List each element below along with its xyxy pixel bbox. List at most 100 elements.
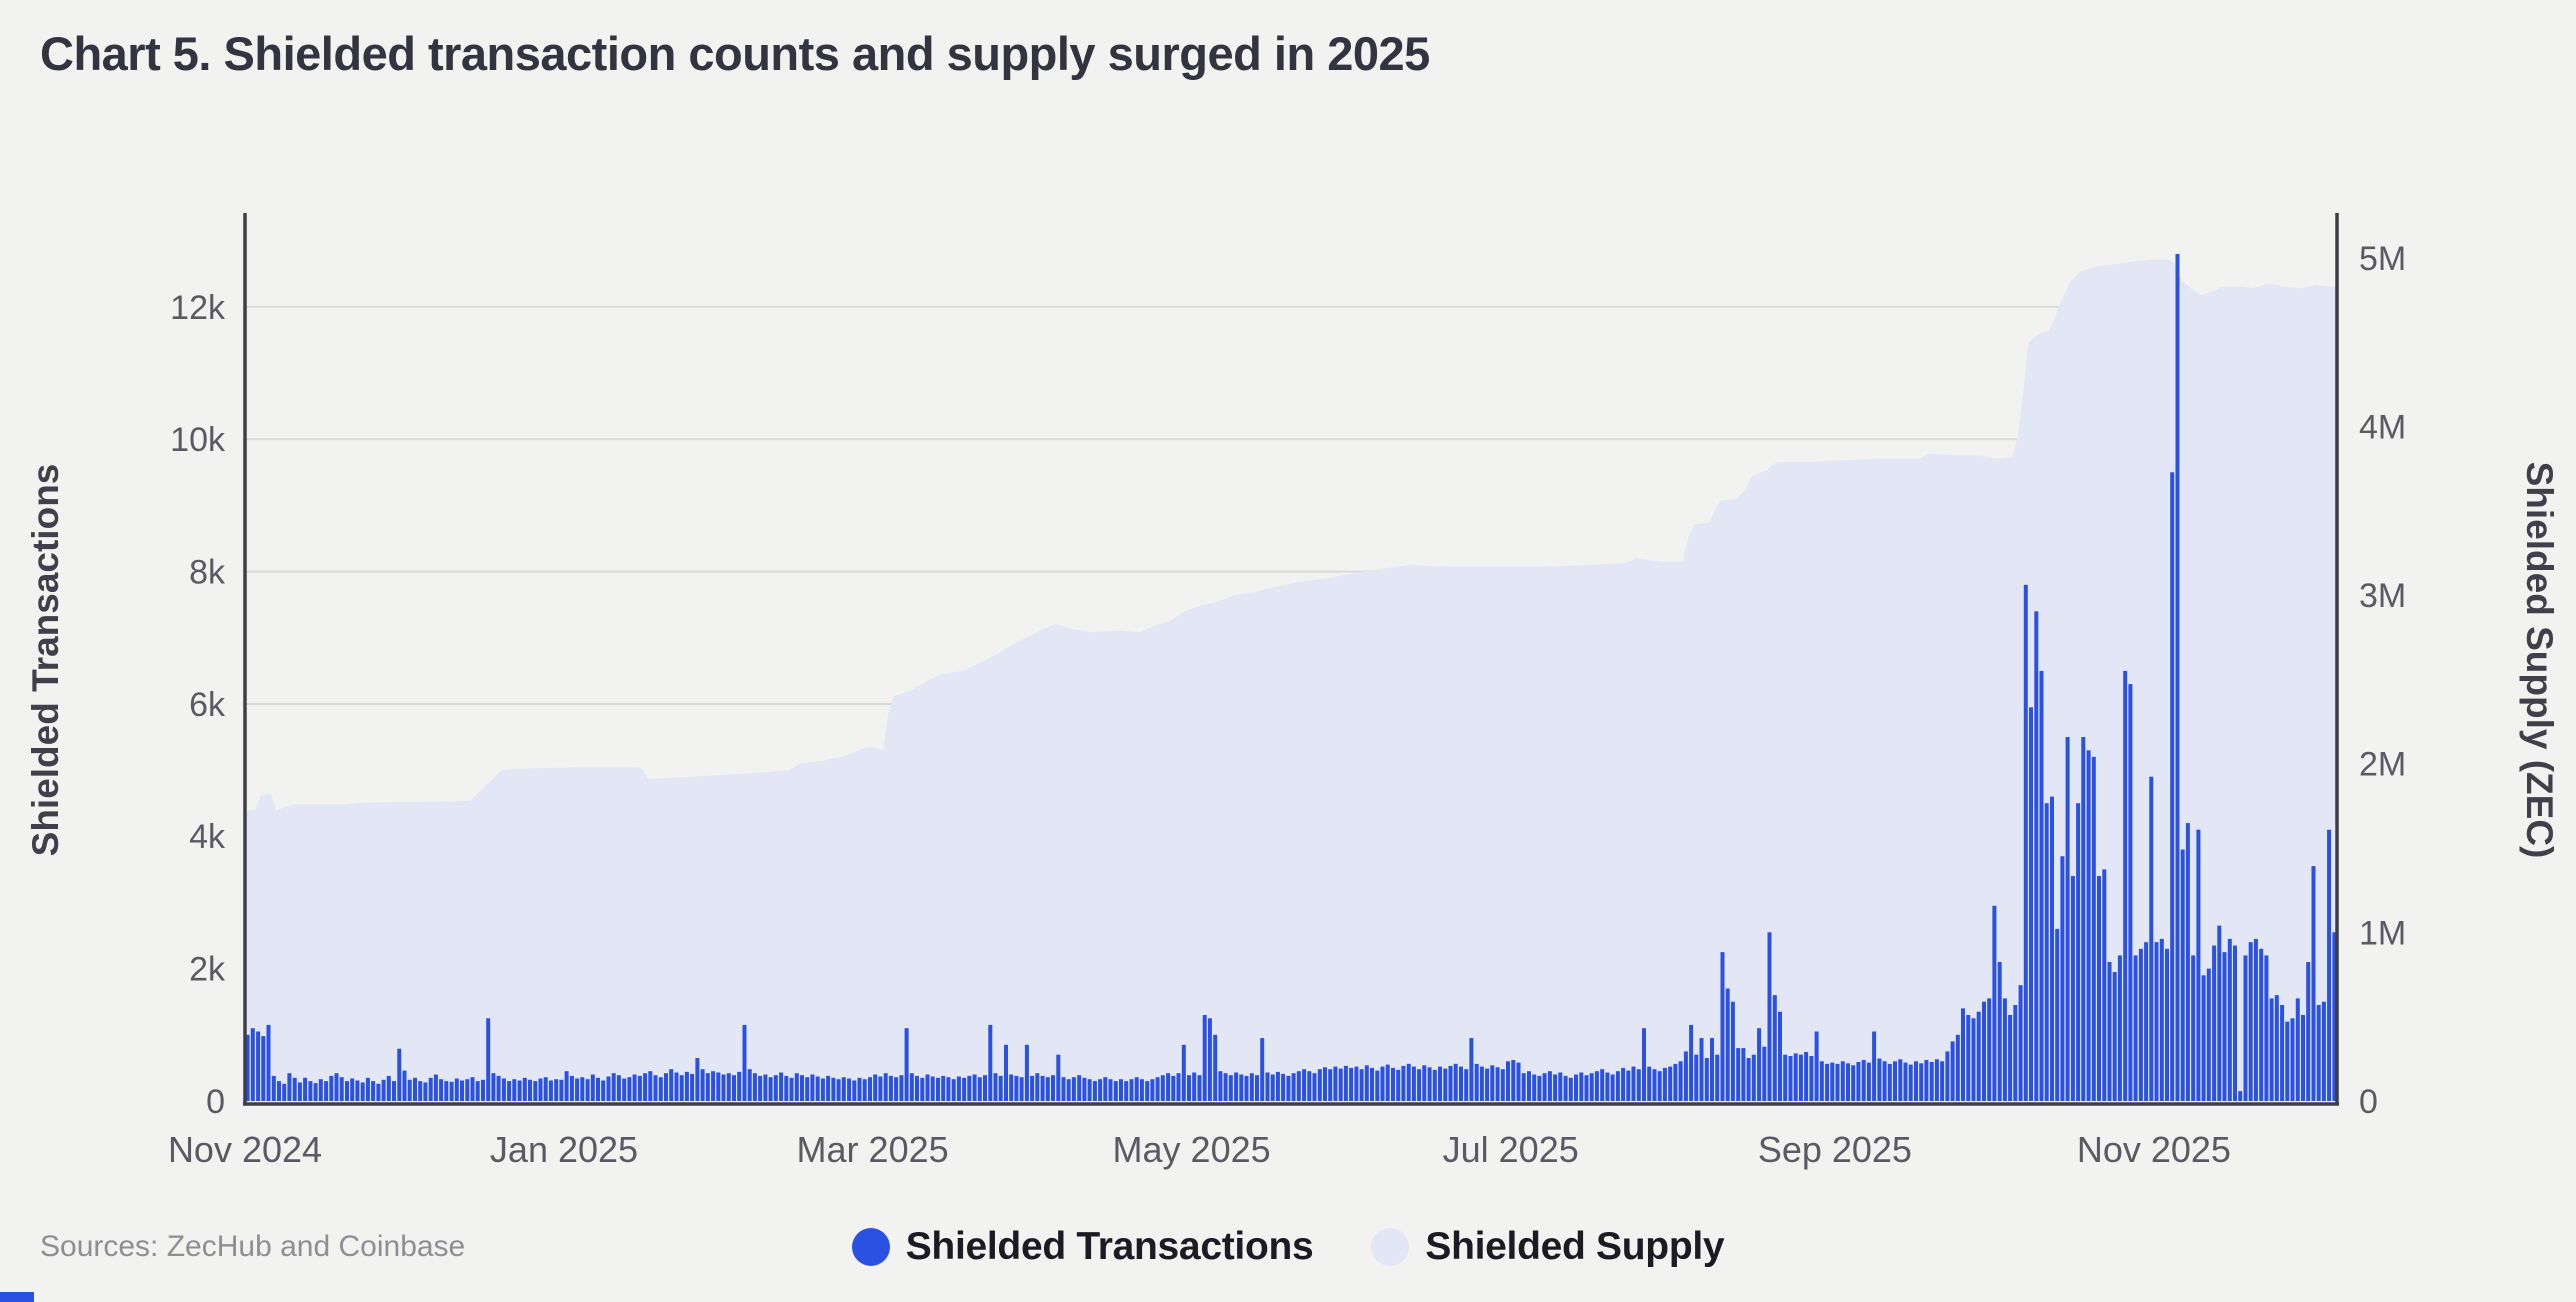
bar [1207, 1018, 1212, 1101]
bar [324, 1081, 329, 1101]
bar [1401, 1065, 1406, 1101]
bar [501, 1078, 506, 1101]
bar [1469, 1038, 1474, 1101]
bar [1914, 1061, 1918, 1101]
bar [1966, 1015, 1971, 1101]
left-tick-label: 12k [170, 289, 226, 327]
bar [993, 1073, 998, 1101]
bar [2060, 856, 2065, 1101]
bar [977, 1077, 982, 1101]
left-axis-title: Shielded Transactions [25, 464, 66, 857]
bar [1495, 1067, 1500, 1101]
bar [2023, 584, 2028, 1101]
bar [245, 1034, 250, 1101]
bar [585, 1079, 590, 1101]
bar [1840, 1061, 1845, 1101]
bar [1736, 1048, 1741, 1101]
left-tick-label: 4k [189, 818, 226, 856]
bar [386, 1075, 391, 1101]
bar [1872, 1031, 1877, 1101]
bar [2154, 942, 2159, 1101]
bar [705, 1073, 710, 1101]
bar [1893, 1061, 1897, 1101]
bar [1987, 998, 1992, 1101]
bar [2306, 962, 2311, 1101]
left-tick-label: 2k [189, 951, 226, 989]
bar [1286, 1075, 1291, 1101]
bar [365, 1077, 370, 1101]
bar [2321, 1001, 2326, 1101]
bar [1354, 1066, 1359, 1101]
bar [967, 1075, 972, 1101]
bar [1642, 1028, 1646, 1101]
bar [256, 1031, 261, 1101]
bar [397, 1048, 402, 1101]
bar [1689, 1024, 1694, 1101]
bar [669, 1069, 674, 1101]
bar [1594, 1071, 1599, 1101]
bar [684, 1071, 689, 1101]
bar [2076, 803, 2081, 1101]
bar [800, 1075, 804, 1101]
bar [1506, 1061, 1510, 1101]
bar [423, 1082, 428, 1101]
bar [313, 1083, 318, 1101]
bar [810, 1074, 815, 1101]
bar [1950, 1041, 1955, 1101]
bar [1882, 1061, 1887, 1101]
bar [277, 1081, 281, 1101]
bar [1830, 1062, 1835, 1101]
bar [297, 1082, 302, 1101]
bar [773, 1075, 778, 1101]
bar [282, 1083, 287, 1101]
bar [1547, 1071, 1552, 1101]
bar [763, 1074, 768, 1101]
bar [1568, 1077, 1573, 1101]
bar [2112, 972, 2117, 1101]
bar [2002, 998, 2007, 1101]
bar [2107, 962, 2112, 1101]
bar [1323, 1067, 1327, 1101]
bar [2097, 876, 2101, 1101]
bar [747, 1069, 752, 1101]
bar [1521, 1073, 1526, 1101]
bar [2280, 1005, 2285, 1101]
left-tick-label: 0 [206, 1083, 225, 1121]
bar [1150, 1079, 1155, 1101]
bar [1176, 1073, 1181, 1101]
bar [894, 1077, 899, 1101]
shielded-transactions-bar-series [245, 254, 2337, 1101]
bar [1213, 1034, 1218, 1101]
bar [1014, 1075, 1019, 1101]
bar [637, 1075, 642, 1101]
bar [1019, 1077, 1024, 1101]
bar [1720, 952, 1725, 1101]
bar [1024, 1044, 1029, 1101]
bar [1673, 1063, 1678, 1101]
bar [1600, 1069, 1605, 1101]
bar [1798, 1054, 1803, 1101]
bar [1464, 1069, 1469, 1101]
bar [716, 1072, 721, 1101]
bar [428, 1077, 433, 1101]
bar [1103, 1077, 1108, 1101]
bar [2170, 472, 2175, 1101]
bar [1783, 1054, 1788, 1101]
bar [2332, 932, 2337, 1101]
bar [1359, 1069, 1364, 1101]
bar [1809, 1056, 1814, 1101]
bar [2029, 707, 2033, 1101]
bar [2138, 948, 2143, 1101]
bar [941, 1075, 946, 1101]
bar [1145, 1081, 1150, 1101]
bar [418, 1081, 423, 1101]
bar [1474, 1063, 1479, 1101]
bar [1940, 1061, 1945, 1101]
bar [1296, 1071, 1301, 1101]
bar [752, 1073, 757, 1101]
bar [721, 1074, 726, 1101]
bar [653, 1075, 658, 1101]
bar [470, 1077, 475, 1101]
bottom-left-blue-strip [0, 1292, 34, 1302]
bar [2034, 611, 2039, 1101]
